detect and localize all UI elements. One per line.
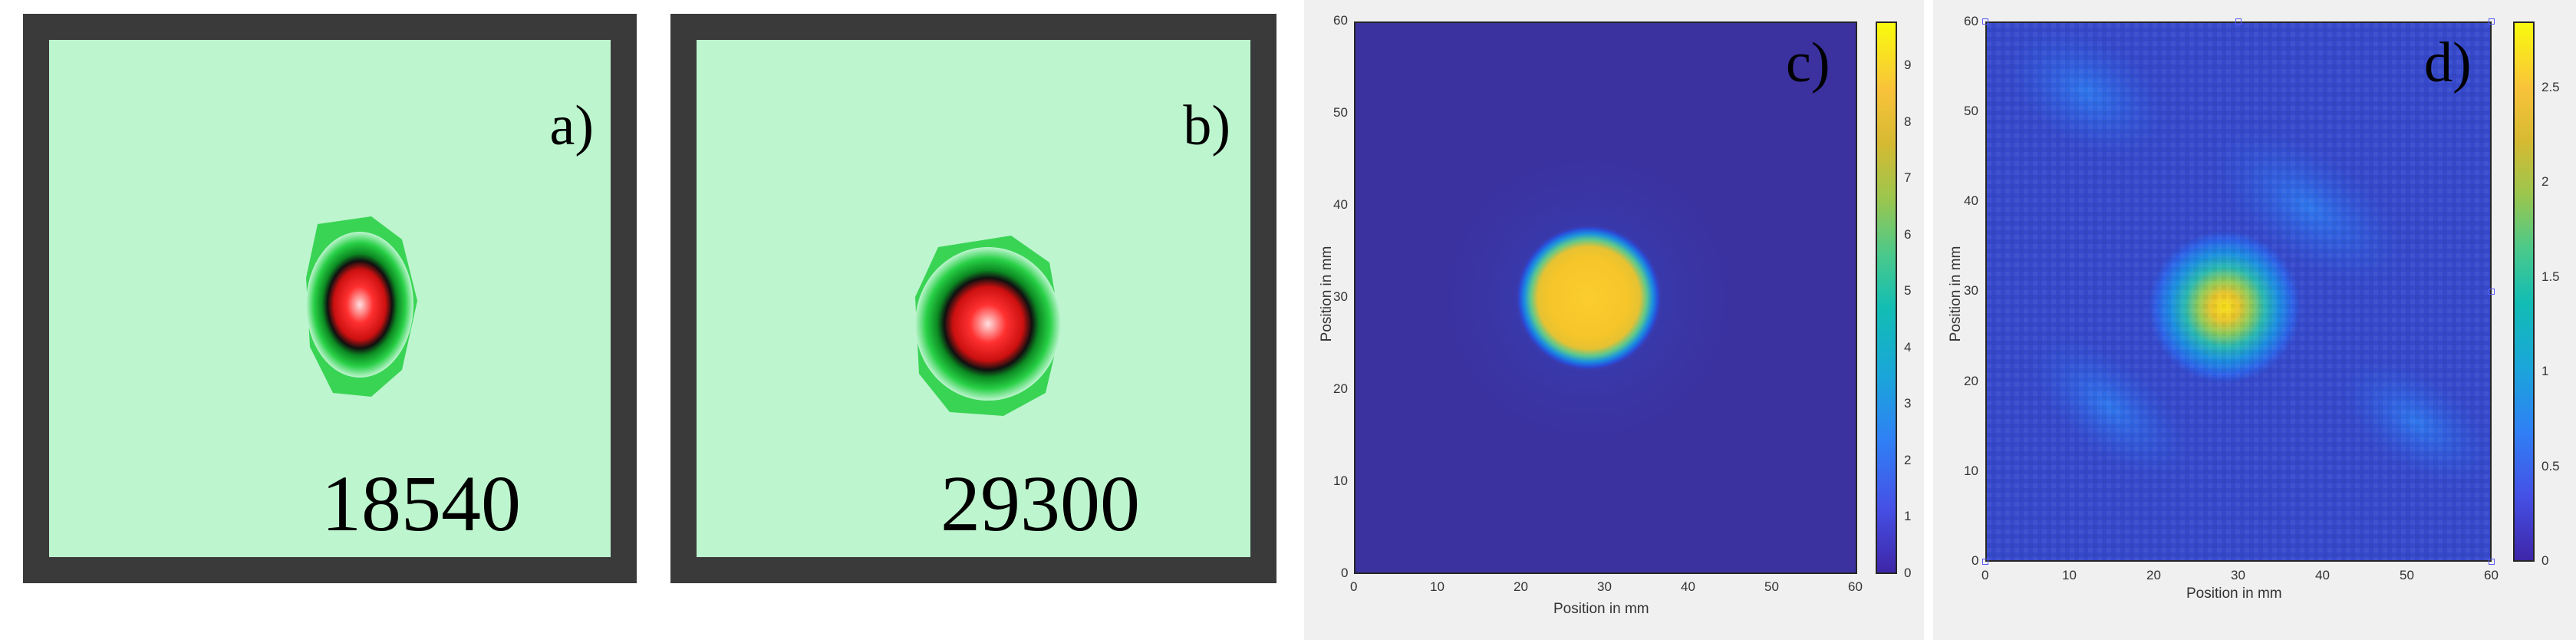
panel-c-ytick: 50 xyxy=(1333,105,1348,120)
panel-d-cbar-tick: 0.5 xyxy=(2541,459,2560,473)
panel-c-xtick: 40 xyxy=(1681,579,1695,594)
panel-d-plot-handle xyxy=(2489,559,2495,565)
panel-c-xtick: 50 xyxy=(1764,579,1779,594)
panel-c-cbar-tick: 9 xyxy=(1904,58,1912,72)
panel-d-plot-handle xyxy=(1982,18,1988,25)
panel-d-heatmap xyxy=(1987,23,2490,560)
panel-d-ytick: 50 xyxy=(1964,104,1978,118)
panel-b-number: 29300 xyxy=(940,460,1140,548)
panel-d-ytick: 60 xyxy=(1964,14,1978,28)
panel-d-ytick: 0 xyxy=(1972,553,1979,568)
panel-c-xtick: 20 xyxy=(1514,579,1528,594)
panel-d-xtick: 20 xyxy=(2146,568,2161,582)
panel-c-cbar-tick: 1 xyxy=(1904,509,1912,523)
panel-c-cbar-tick: 5 xyxy=(1904,283,1912,298)
panel-d-plot-handle xyxy=(2489,18,2495,25)
panel-b-letter: b) xyxy=(1183,94,1230,157)
panel-c-heatmap xyxy=(1356,23,1856,572)
panel-a-beam-spot xyxy=(306,216,417,397)
panel-c-cbar-tick: 0 xyxy=(1904,566,1912,580)
panel-d-ytick: 30 xyxy=(1964,283,1978,298)
panel-c-cbar-tick: 8 xyxy=(1904,114,1912,129)
panel-c-cbar-tick: 2 xyxy=(1904,453,1912,467)
panel-c-cbar-tick: 6 xyxy=(1904,227,1912,242)
panel-c-letter: c) xyxy=(1786,31,1830,94)
panel-d-cbar-tick: 2 xyxy=(2541,174,2549,189)
panel-c-ytick: 0 xyxy=(1341,566,1349,580)
panel-c-ytick: 60 xyxy=(1333,13,1348,28)
panel-d-xtick: 60 xyxy=(2484,568,2499,582)
panel-c-xtick: 0 xyxy=(1350,579,1358,594)
panel-d-plot-handle xyxy=(1982,559,1988,565)
panel-d-colorbar xyxy=(2513,21,2535,562)
panel-d-plot-handle xyxy=(2489,289,2495,295)
panel-d-cbar-tick: 0 xyxy=(2541,553,2549,568)
panel-a: a) 18540 xyxy=(23,14,637,583)
panel-c-ytick: 10 xyxy=(1333,473,1348,488)
panel-d-xtick: 40 xyxy=(2315,568,2330,582)
panel-d-ytick: 20 xyxy=(1964,374,1978,388)
panel-d-ytick: 40 xyxy=(1964,193,1978,208)
panel-c: c) Position in mm Position in mm 0 10 20… xyxy=(1304,0,1924,640)
panel-d-xtick: 0 xyxy=(1981,568,1989,582)
panel-c-xlabel: Position in mm xyxy=(1553,601,1649,617)
panel-c-colorbar xyxy=(1876,21,1897,574)
panel-d-cbar-tick: 1.5 xyxy=(2541,269,2560,284)
panel-c-xtick: 10 xyxy=(1430,579,1444,594)
panel-d-xtick: 10 xyxy=(2062,568,2077,582)
panel-a-image: a) 18540 xyxy=(49,40,611,557)
panel-d-xtick: 30 xyxy=(2231,568,2245,582)
panel-d-ylabel: Position in mm xyxy=(1948,246,1964,342)
panel-d: d) Position in mm Position in mm 0 10 20… xyxy=(1933,0,2576,640)
panel-b: b) 29300 xyxy=(670,14,1276,583)
panel-d-cbar-tick: 2.5 xyxy=(2541,80,2560,94)
panel-d-xlabel: Position in mm xyxy=(2186,586,2282,602)
panel-c-plot-area xyxy=(1354,21,1857,574)
panel-c-ytick: 40 xyxy=(1333,197,1348,212)
panel-c-xtick: 60 xyxy=(1848,579,1863,594)
panel-c-ytick: 20 xyxy=(1333,381,1348,396)
panel-d-ytick: 10 xyxy=(1964,464,1978,478)
panel-d-xtick: 50 xyxy=(2400,568,2414,582)
panel-d-letter: d) xyxy=(2424,31,2472,94)
panel-a-number: 18540 xyxy=(321,460,521,548)
panel-b-image: b) 29300 xyxy=(697,40,1250,557)
panel-c-cbar-tick: 7 xyxy=(1904,170,1912,185)
panel-c-cbar-tick: 4 xyxy=(1904,340,1912,355)
panel-b-beam-spot xyxy=(915,236,1061,416)
panel-c-ytick: 30 xyxy=(1333,289,1348,304)
panel-d-plot-handle xyxy=(2235,18,2242,25)
panel-c-xtick: 30 xyxy=(1597,579,1612,594)
panel-d-cbar-tick: 1 xyxy=(2541,364,2549,378)
panel-c-cbar-tick: 3 xyxy=(1904,396,1912,411)
panel-d-plot-area xyxy=(1985,21,2492,562)
panel-a-letter: a) xyxy=(549,94,595,157)
